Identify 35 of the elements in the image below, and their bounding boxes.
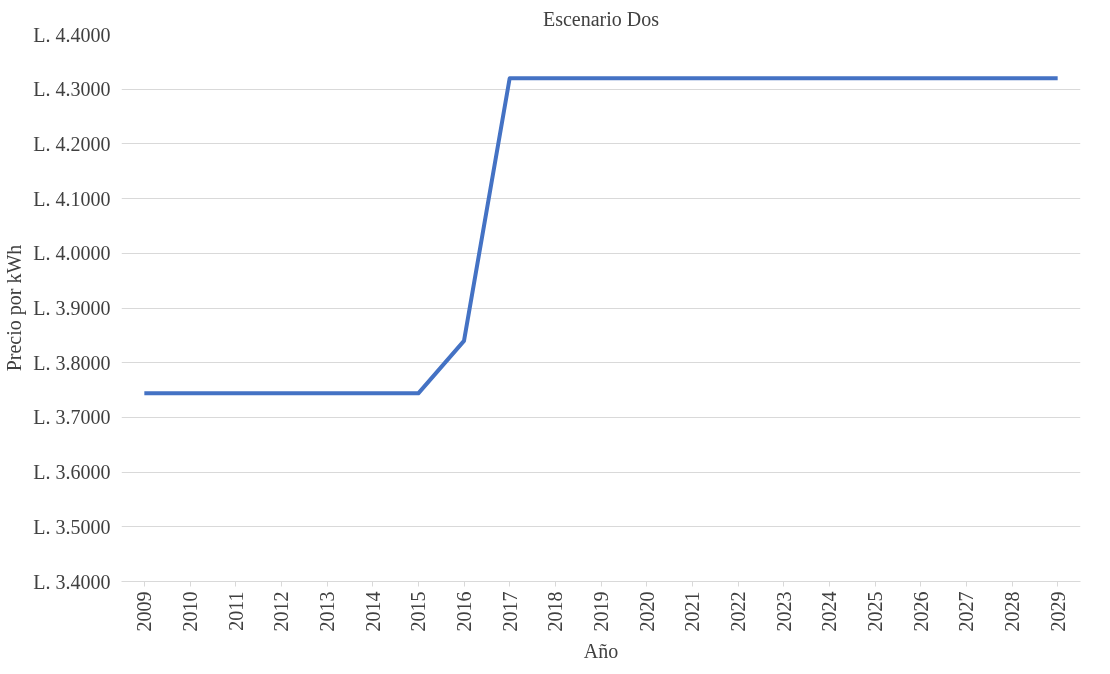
chart-title: Escenario Dos xyxy=(542,7,660,30)
x-tick-label: 2022 xyxy=(727,591,749,632)
y-tick-label: L. 3.6000 xyxy=(33,461,111,484)
x-tick-label: 2021 xyxy=(681,591,704,632)
y-tick-label: L. 3.8000 xyxy=(33,351,111,374)
x-tick-label: 2026 xyxy=(909,591,932,632)
y-tick-label: L. 3.7000 xyxy=(33,406,111,429)
y-tick-label: L. 4.4000 xyxy=(33,23,111,46)
x-axis-title: Año xyxy=(583,639,619,662)
y-tick-label: L. 4.1000 xyxy=(33,187,111,210)
y-tick-label: L. 4.2000 xyxy=(33,132,111,155)
x-tick-label: 2010 xyxy=(179,591,201,632)
x-tick-label: 2018 xyxy=(544,591,567,632)
x-tick-label: 2028 xyxy=(1001,591,1023,632)
x-tick-label: 2011 xyxy=(224,591,247,631)
x-tick-label: 2023 xyxy=(772,591,795,632)
x-tick-label: 2009 xyxy=(133,591,156,632)
x-tick-label: 2012 xyxy=(270,591,293,632)
x-tick-label: 2015 xyxy=(407,591,430,632)
y-tick-label: L. 3.4000 xyxy=(33,570,111,593)
x-tick-label: 2013 xyxy=(316,591,338,632)
x-tick-label: 2014 xyxy=(361,591,384,632)
x-tick-label: 2017 xyxy=(498,591,521,632)
y-tick-label: L. 3.5000 xyxy=(33,515,111,538)
x-tick-label: 2020 xyxy=(635,591,658,632)
x-tick-label: 2016 xyxy=(453,591,475,632)
x-tick-label: 2029 xyxy=(1046,591,1069,632)
x-tick-label: 2027 xyxy=(955,591,978,632)
y-tick-label: L. 4.3000 xyxy=(33,78,111,101)
x-tick-label: 2019 xyxy=(590,591,612,632)
y-tick-label: L. 4.0000 xyxy=(33,242,111,265)
y-tick-label: L. 3.9000 xyxy=(33,297,111,319)
y-axis-title: Precio por kWh xyxy=(3,244,27,372)
x-tick-label: 2024 xyxy=(818,591,841,632)
x-tick-label: 2025 xyxy=(864,591,886,632)
